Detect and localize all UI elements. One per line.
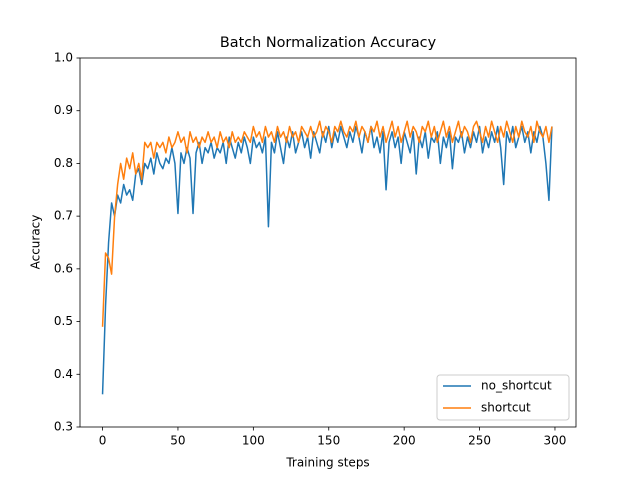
legend: no_shortcut shortcut — [436, 374, 570, 421]
x-tick-label: 150 — [317, 434, 340, 448]
y-tick-label: 0.8 — [54, 156, 73, 170]
y-tick-label: 0.6 — [54, 261, 73, 275]
chart-title: Batch Normalization Accuracy — [220, 35, 437, 51]
plot-frame — [79, 57, 577, 428]
legend-label: shortcut — [481, 401, 531, 415]
x-tick-label: 50 — [170, 434, 185, 448]
y-tick-label: 0.9 — [54, 103, 73, 117]
x-tick-label: 200 — [393, 434, 416, 448]
legend-label: no_shortcut — [481, 379, 552, 393]
x-tick-label: 300 — [544, 434, 567, 448]
x-tick-label: 0 — [99, 434, 107, 448]
series-line — [101, 120, 553, 327]
x-tick-label: 100 — [242, 434, 265, 448]
y-tick-label: 0.7 — [54, 209, 73, 223]
y-axis-label: Accuracy — [29, 215, 43, 270]
series-line — [101, 125, 553, 395]
y-tick-label: 0.5 — [54, 314, 73, 328]
y-tick-label: 1.0 — [54, 51, 73, 65]
x-tick-label: 250 — [468, 434, 491, 448]
x-axis-label: Training steps — [285, 456, 369, 470]
y-tick-label: 0.3 — [54, 420, 73, 434]
y-tick-label: 0.4 — [54, 367, 73, 381]
